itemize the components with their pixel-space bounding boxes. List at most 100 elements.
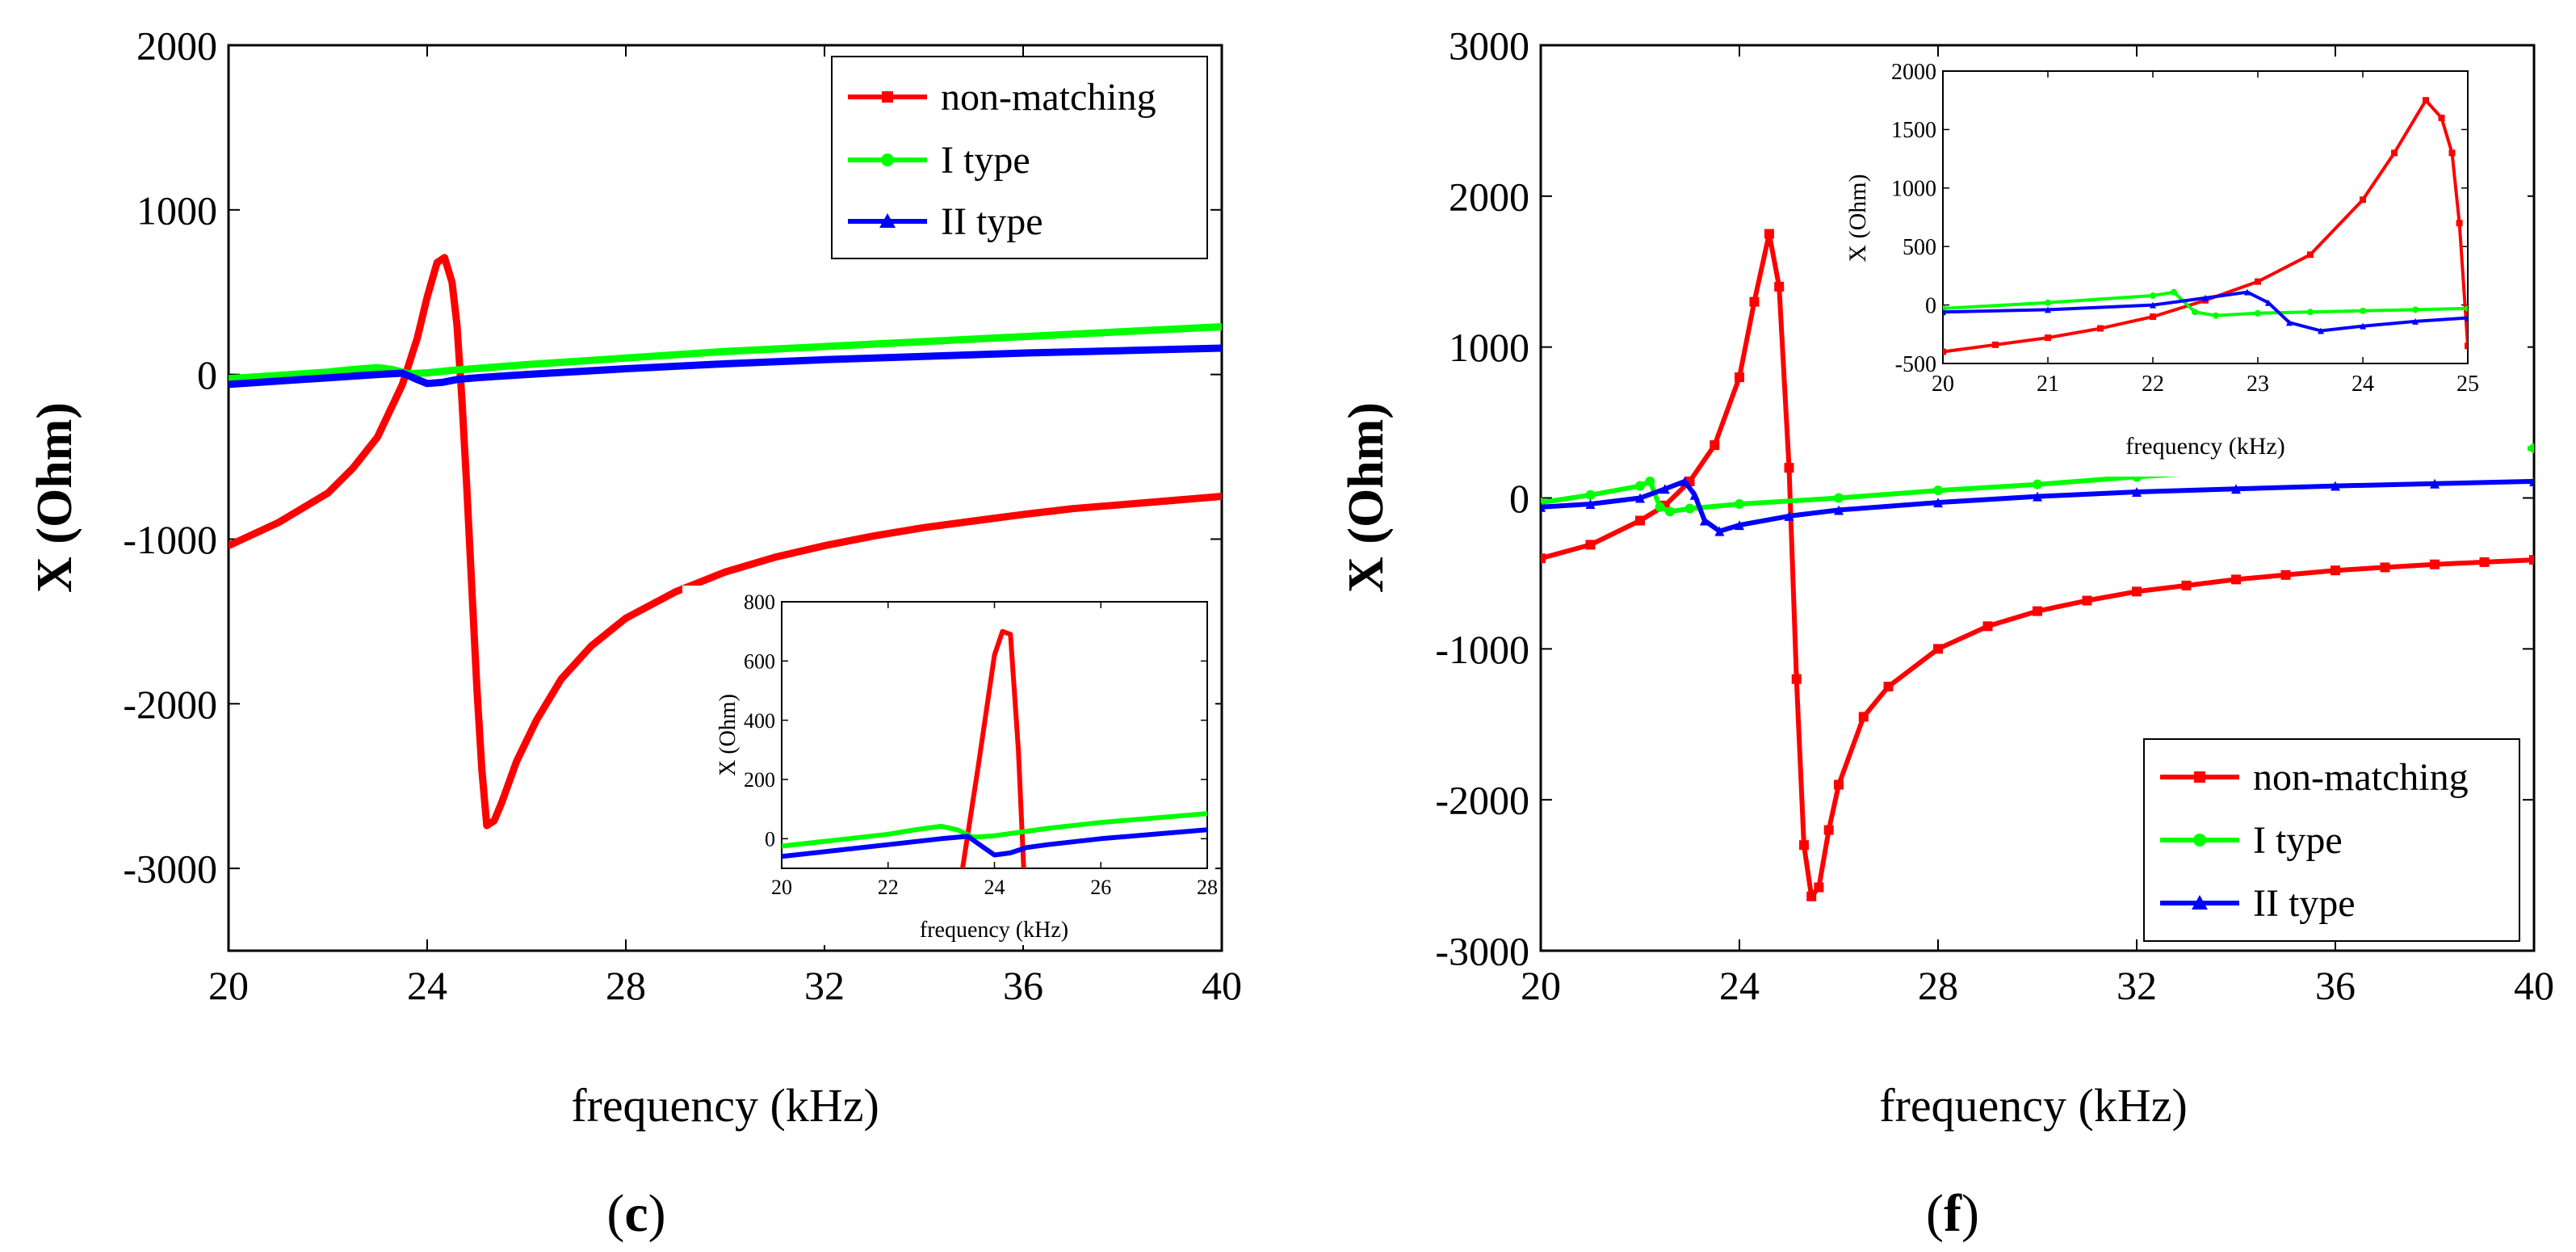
chart-f-inset-series-ii-type: [1943, 288, 2468, 334]
chart-c-line-non-matching: [229, 254, 1222, 830]
chart-f-point-ii-type: [1680, 476, 1690, 486]
chart-f-point-ii-type: [1659, 484, 1670, 494]
chart-f-inset-point-i-type: [2192, 309, 2198, 316]
chart-f-point-non-matching: [2280, 569, 2291, 580]
chart-f-inset-point-ii-type: [2244, 288, 2251, 296]
chart-f-point-non-matching: [2181, 580, 2192, 590]
chart-f-ytick-label: -2000: [1435, 778, 1529, 823]
chart-f-inset-point-non-matching: [2448, 149, 2456, 157]
chart-c-inset-xtick-label: 22: [878, 876, 899, 899]
chart-f-xtick-label: 28: [1918, 963, 1958, 1008]
chart-f-point-i-type: [1645, 476, 1655, 486]
chart-f-point-ii-type: [1784, 510, 1794, 521]
chart-f-legend-label-ii-type: II type: [2253, 882, 2356, 925]
chart-f-point-ii-type: [2132, 487, 2142, 498]
chart-c-inset-line-i-type: [782, 811, 1207, 849]
chart-c-inset-background: [682, 586, 1215, 945]
chart-c-panel-label: (c): [606, 1184, 665, 1243]
chart-f-inset-ytick-label: 2000: [1891, 60, 1936, 85]
chart-f-point-non-matching: [1774, 281, 1785, 292]
chart-c-inset-series-ii-type: [782, 827, 1207, 859]
chart-f-inset-point-i-type: [2465, 305, 2468, 312]
chart-f-point-non-matching: [2033, 606, 2042, 616]
chart-f-inset-point-non-matching: [2456, 220, 2463, 227]
chart-c-inset: 0 200 400 600 800 20 22 24 26 28 X (Ohm) frequen…: [682, 586, 1218, 945]
chart-c-x-ticks: 20 24 28 32 36 40: [208, 45, 1242, 1008]
chart-f-point-non-matching: [2529, 555, 2534, 565]
chart-f-point-i-type: [1664, 506, 1675, 517]
chart-f-inset-point-i-type: [2150, 292, 2156, 300]
chart-f-point-non-matching: [1710, 440, 1720, 451]
chart-f-point-i-type: [1834, 493, 1844, 503]
chart-f-point-ii-type: [1933, 498, 1943, 508]
chart-f-inset-point-ii-type: [2202, 294, 2209, 301]
chart-f-inset-xtick-label: 25: [2456, 372, 2479, 397]
chart-f-ytick-label: -1000: [1435, 627, 1529, 672]
chart-c-inset-x-ticks: 20 22 24 26 28: [771, 602, 1218, 899]
chart-f-inset-point-i-type: [2412, 306, 2419, 313]
chart-c-inset-series-i-type: [782, 811, 1207, 849]
chart-f-point-non-matching: [1883, 682, 1894, 692]
chart-c-ytick-label: -2000: [123, 682, 217, 727]
chart-f-line-ii-type: [1541, 478, 2534, 534]
chart-c-legend-marker-ii-type: [879, 213, 896, 228]
chart-c-inset-xtick-label: 24: [984, 876, 1005, 899]
chart-f-point-ii-type: [2430, 478, 2440, 489]
chart-c-inset-xtick-label: 26: [1090, 876, 1111, 899]
chart-f-inset-point-i-type: [2171, 288, 2177, 296]
chart-f-point-non-matching: [1858, 712, 1869, 722]
chart-f-inset-point-ii-type: [2318, 327, 2324, 334]
chart-c-xtick-label: 20: [208, 963, 249, 1008]
chart-f-ytick-label: 3000: [1449, 23, 1529, 69]
chart-c-ytick-label: -1000: [123, 517, 217, 562]
chart-f-point-i-type: [1585, 489, 1596, 500]
chart-f-xlabel: frequency (kHz): [1879, 1079, 2188, 1132]
chart-f-inset-xtick-label: 20: [1932, 372, 1954, 397]
chart-f-ytick-label: 2000: [1449, 174, 1529, 219]
chart-c-inset-series-non-matching: [960, 628, 1026, 868]
chart-f-series: [1541, 229, 2534, 901]
chart-c-legend-label-i-type: I type: [941, 139, 1030, 182]
chart-f-point-non-matching: [1834, 779, 1844, 790]
chart-f-inset-xtick-label: 23: [2247, 372, 2269, 397]
chart-f-inset-y-ticks: -500 0 500 1000 1500 2000: [1891, 60, 2468, 377]
chart-c-inset-xtick-label: 28: [1197, 876, 1218, 899]
chart-f-legend: non-matching I type II type: [2143, 738, 2520, 942]
chart-c-inset-xtick-label: 20: [771, 876, 792, 899]
chart-c-ytick-label: 2000: [136, 23, 217, 69]
chart-f-inset-xtick-label: 22: [2142, 372, 2164, 397]
chart-f-point-non-matching: [1735, 372, 1744, 383]
chart-f-point-ii-type: [2231, 484, 2241, 494]
chart-f-legend-marker-ii-type: [2192, 895, 2208, 910]
chart-c-xtick-label: 24: [407, 963, 447, 1008]
chart-f-point-non-matching: [1749, 296, 1760, 307]
chart-f-series-non-matching: [1541, 229, 2534, 901]
chart-f-inset-point-non-matching: [2307, 251, 2314, 258]
chart-f-legend-label-i-type: I type: [2253, 819, 2343, 862]
chart-f-point-i-type: [1735, 498, 1744, 509]
chart-c-ylabel: X (Ohm): [27, 402, 82, 593]
chart-f-inset-point-ii-type: [2360, 322, 2366, 330]
chart-f-inset-point-non-matching: [2465, 342, 2468, 350]
chart-f-point-ii-type: [1735, 520, 1744, 531]
chart-c-inset-series: [782, 628, 1207, 868]
chart-f-point-non-matching: [1933, 644, 1943, 654]
chart-f-xtick-label: 24: [1719, 963, 1760, 1008]
chart-c-series-i-type: [229, 323, 1222, 383]
chart-f-point-ii-type: [1541, 502, 1546, 512]
chart-f-point-non-matching: [2331, 565, 2340, 576]
chart-f-inset-ytick-label: 1500: [1891, 118, 1936, 143]
chart-c-legend-marker-non-matching: [882, 91, 893, 103]
chart-f-inset-point-i-type: [2045, 299, 2051, 306]
chart-f-point-i-type: [1684, 503, 1695, 514]
chart-f-point-non-matching: [1798, 840, 1809, 851]
chart-f-series-ii-type: [1541, 476, 2534, 536]
chart-f-inset-ytick-label: 1000: [1891, 177, 1936, 202]
chart-c-xlabel: frequency (kHz): [571, 1079, 879, 1132]
chart-c-series-ii-type: [229, 344, 1222, 389]
chart-f-inset-point-non-matching: [1992, 341, 1999, 348]
chart-f-inset-ytick-label: -500: [1895, 352, 1936, 377]
chart-c-legend-box: [831, 56, 1208, 259]
